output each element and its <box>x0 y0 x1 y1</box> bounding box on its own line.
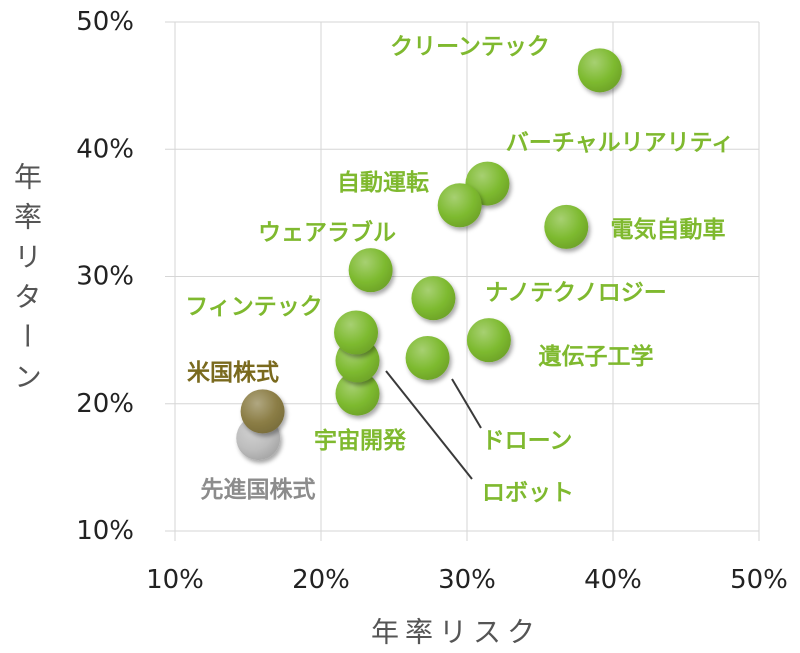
data-point-6 <box>335 371 380 416</box>
x-axis-title: 年率リスク <box>371 616 541 649</box>
data-point-3 <box>544 204 589 249</box>
y-tick-label-0: 10% <box>76 516 134 546</box>
y-tick-label-1: 20% <box>76 389 134 419</box>
x-tick-label-2: 30% <box>438 565 496 595</box>
data-label-8: フィンテック <box>185 294 323 320</box>
x-tick-label-1: 20% <box>292 565 350 595</box>
y-tick-label-3: 40% <box>76 134 134 164</box>
connector-line-7 <box>385 370 473 480</box>
data-point-2 <box>437 183 482 228</box>
data-label-7: ロボット <box>482 480 574 506</box>
data-label-2: 自動運転 <box>337 169 429 196</box>
data-point-8 <box>334 310 379 355</box>
data-label-12: 米国株式 <box>187 360 279 386</box>
data-label-9: 遺伝子工学 <box>539 343 654 370</box>
data-label-5: ナノテクノロジー <box>485 280 666 306</box>
data-point-9 <box>466 318 511 363</box>
data-point-4 <box>348 248 393 293</box>
data-label-1: バーチャルリアリティ <box>506 130 734 156</box>
data-label-6: 宇宙開発 <box>314 427 407 454</box>
connector-line-10 <box>451 378 482 429</box>
label-connectors <box>385 370 482 480</box>
y-tick-label-4: 50% <box>76 7 134 37</box>
data-point-5 <box>411 276 456 321</box>
data-point-10 <box>405 335 450 380</box>
data-label-4: ウェアラブル <box>258 219 396 246</box>
x-tick-label-3: 40% <box>584 565 642 595</box>
data-label-11: 先進国株式 <box>201 477 316 503</box>
data-label-3: 電気自動車 <box>611 216 726 243</box>
data-label-10: ドローン <box>482 428 573 454</box>
x-tick-label-4: 50% <box>730 565 788 595</box>
x-axis-ticks: 10% 20% 30% 40% 50% <box>146 565 788 595</box>
data-label-0: クリーンテック <box>390 34 550 60</box>
y-axis-title: 年率リターン <box>10 162 43 402</box>
y-tick-label-2: 30% <box>76 262 134 292</box>
data-point-12 <box>240 389 285 434</box>
data-points <box>236 48 622 461</box>
data-point-0 <box>577 48 622 93</box>
x-tick-label-0: 10% <box>146 565 204 595</box>
y-axis-ticks: 10% 20% 30% 40% 50% <box>76 7 134 546</box>
gridlines <box>165 21 760 541</box>
